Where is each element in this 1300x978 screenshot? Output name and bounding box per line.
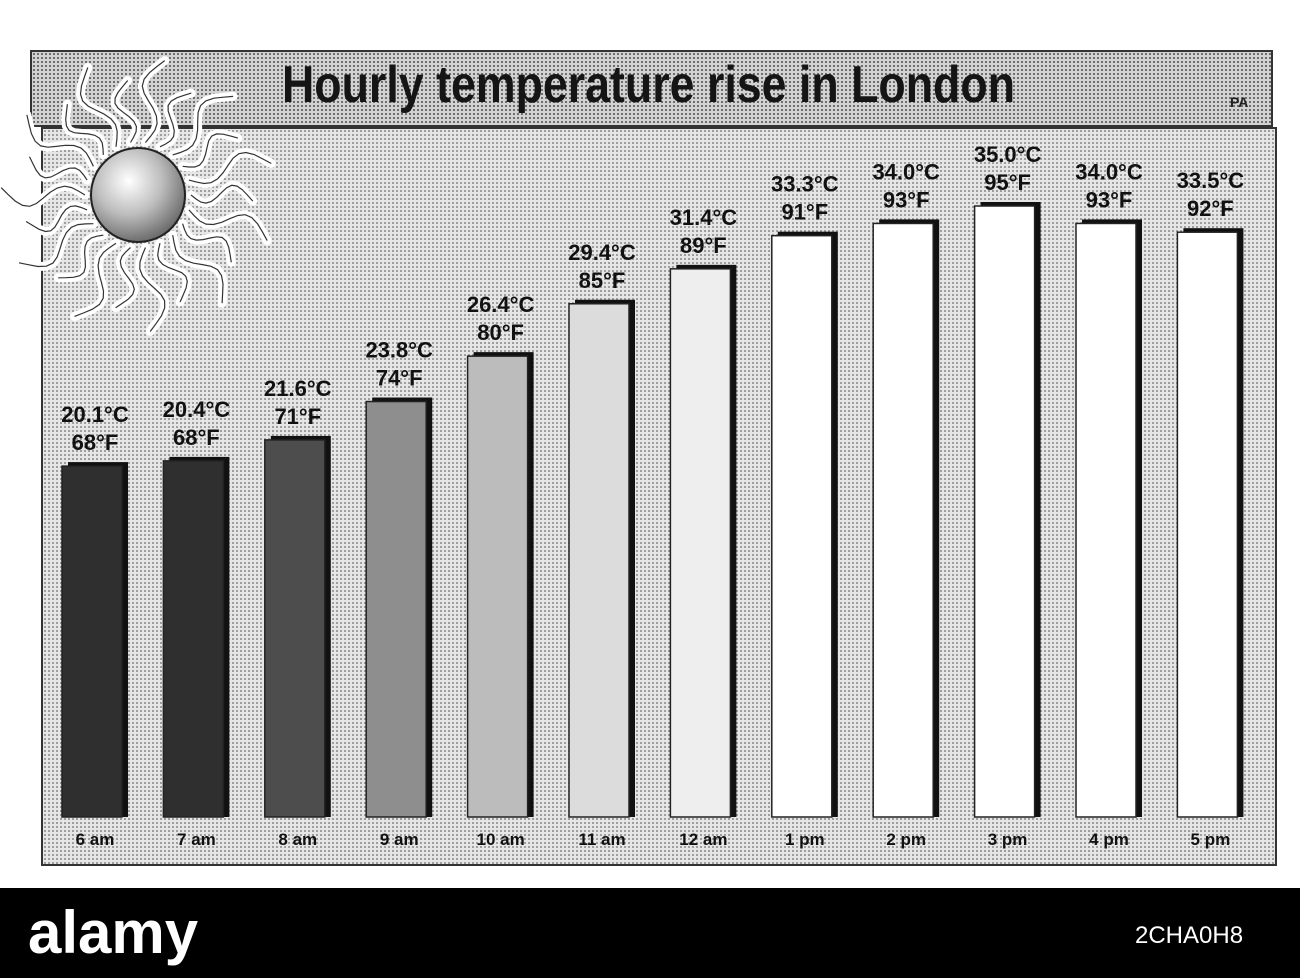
sun-ray-edge — [159, 92, 192, 148]
value-label-fahrenheit: 93°F — [1086, 187, 1133, 212]
value-label-fahrenheit: 80°F — [477, 320, 524, 345]
sun-ray — [25, 152, 92, 185]
sun-ray — [111, 243, 140, 313]
sun-ray-edge — [115, 247, 135, 309]
bar-4-pm — [1075, 222, 1137, 818]
value-label-celsius: 23.8°C — [365, 338, 433, 363]
source-credit: PA — [1230, 94, 1249, 110]
sun-ray-edge — [141, 60, 166, 143]
bars-group — [61, 202, 1244, 818]
bar-6-am — [61, 465, 123, 818]
bar-3-pm — [973, 205, 1036, 818]
category-label: 5 pm — [1191, 830, 1231, 849]
sun-ray-edge — [182, 133, 239, 168]
value-label-celsius: 31.4°C — [670, 205, 738, 230]
sun-ray-edge — [172, 234, 224, 304]
bar-11-am — [568, 303, 630, 818]
category-label: 10 am — [476, 830, 524, 849]
sun-ray — [137, 56, 170, 147]
value-label-celsius: 35.0°C — [974, 142, 1042, 167]
chart-graphic: Hourly temperature rise in London PA 20.… — [0, 50, 1277, 866]
category-label: 11 am — [578, 830, 625, 849]
value-label-fahrenheit: 95°F — [984, 170, 1031, 195]
sun-ray-edge — [79, 67, 118, 147]
sun-ray-edge — [114, 80, 138, 143]
bar-1-pm — [771, 234, 833, 818]
value-label-fahrenheit: 89°F — [680, 233, 727, 258]
bar-5-pm — [1176, 231, 1239, 818]
sun-ray-edge — [25, 205, 88, 233]
bar-8-am — [264, 439, 326, 818]
value-label-celsius: 33.3°C — [771, 172, 839, 197]
bar-9-am — [365, 400, 427, 818]
category-label: 1 pm — [785, 830, 825, 849]
sun-ray — [22, 110, 98, 171]
sun-ray-edge — [182, 223, 232, 263]
value-label-celsius: 21.6°C — [264, 376, 332, 401]
category-label: 8 am — [278, 830, 317, 849]
value-label-fahrenheit: 92°F — [1187, 196, 1234, 221]
category-label: 6 am — [76, 830, 115, 849]
category-label: 3 pm — [988, 830, 1028, 849]
labels-group: 20.1°C 68°F 6 am 20.4°C 68°F 7 am 21.6°C 71°F 8 … — [61, 142, 1244, 849]
value-label-fahrenheit: 71°F — [274, 404, 321, 429]
sun-ray — [186, 180, 258, 208]
sun-ray-edge — [65, 104, 104, 155]
sun-ball — [90, 147, 186, 243]
sun-ray-edge — [28, 156, 88, 181]
sun-ray-edge — [74, 242, 117, 317]
sun-ray — [155, 88, 196, 152]
category-label: 7 am — [177, 830, 216, 849]
watermark-band — [0, 888, 1300, 978]
bar-chart: 20.1°C 68°F 6 am 20.4°C 68°F 7 am 21.6°C 71°F 8 … — [0, 56, 1245, 849]
sun-ray-edge — [172, 95, 234, 156]
value-label-celsius: 20.4°C — [163, 397, 231, 422]
value-label-celsius: 29.4°C — [568, 240, 636, 265]
value-label-fahrenheit: 74°F — [376, 366, 423, 391]
sun-ray-edge — [0, 185, 86, 207]
value-label-fahrenheit: 85°F — [579, 268, 626, 293]
value-label-fahrenheit: 91°F — [781, 200, 828, 225]
value-label-fahrenheit: 68°F — [72, 430, 119, 455]
sun-ray-edge — [157, 243, 188, 303]
category-label: 9 am — [380, 830, 419, 849]
sun-ray — [178, 219, 236, 267]
category-label: 12 am — [679, 830, 727, 849]
bar-12-am — [669, 268, 732, 818]
bar-10-am — [466, 355, 529, 818]
value-label-celsius: 20.1°C — [61, 402, 129, 427]
sun-ray-edge — [18, 223, 94, 268]
value-label-fahrenheit: 68°F — [173, 425, 220, 450]
chart-panel — [41, 127, 1277, 866]
sun-ray-edge — [58, 234, 104, 279]
sun-ray-edge — [188, 151, 272, 185]
value-label-celsius: 26.4°C — [467, 292, 535, 317]
image-id: 2CHA0H8 — [1135, 922, 1244, 949]
bar-7-am — [162, 460, 225, 818]
sun-ray-edge — [26, 114, 94, 167]
sun-ray-edge — [139, 247, 166, 332]
bar-2-pm — [872, 222, 934, 818]
sun-icon — [0, 56, 276, 336]
value-label-celsius: 34.0°C — [1075, 159, 1143, 184]
category-label: 4 pm — [1089, 830, 1129, 849]
title-bar — [30, 50, 1273, 127]
chart-title: Hourly temperature rise in London — [282, 56, 1016, 114]
category-label: 2 pm — [886, 830, 926, 849]
watermark-logo: alamy — [28, 899, 199, 966]
value-label-fahrenheit: 93°F — [883, 187, 930, 212]
sun-ray-edge — [188, 209, 268, 241]
sun-ray-edge — [190, 184, 254, 204]
value-label-celsius: 33.5°C — [1177, 168, 1245, 193]
value-label-celsius: 34.0°C — [872, 159, 940, 184]
